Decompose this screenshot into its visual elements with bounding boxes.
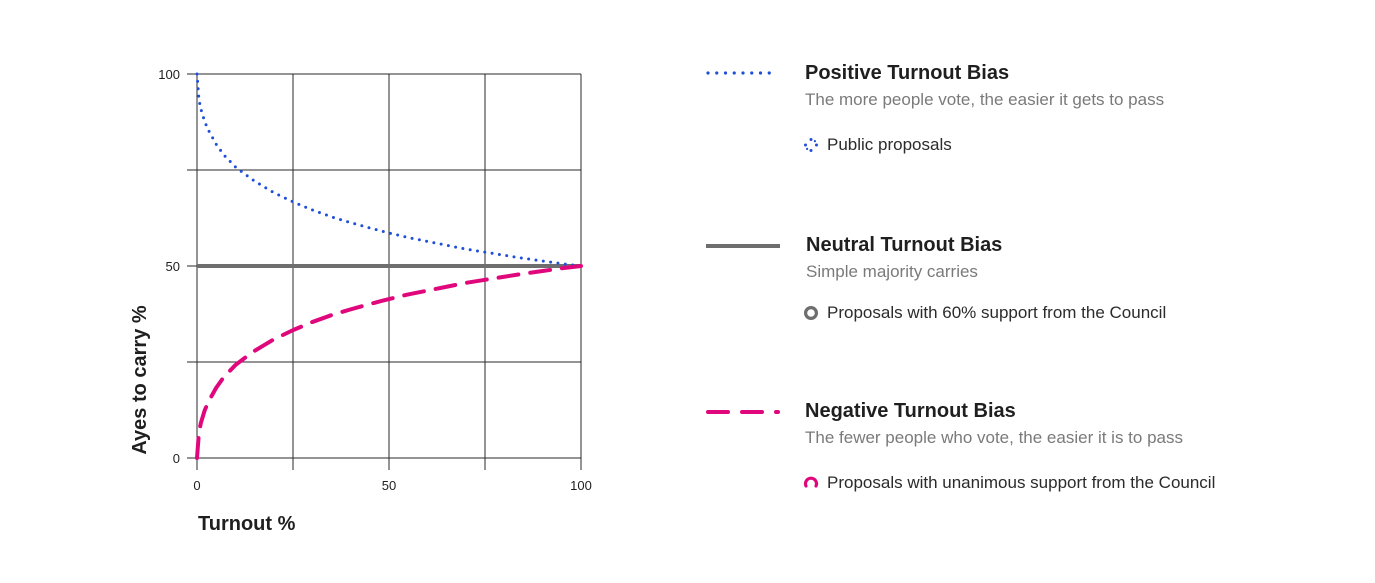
legend-example-text-negative: Proposals with unanimous support from th… bbox=[827, 473, 1216, 492]
dashed-line-icon bbox=[706, 410, 780, 414]
x-tick-label: 100 bbox=[570, 478, 592, 493]
y-tick-label: 50 bbox=[166, 259, 180, 274]
y-axis-title: Ayes to carry % bbox=[129, 305, 151, 455]
legend-example-negative: Proposals with unanimous support from th… bbox=[803, 472, 1215, 494]
series-line-dashed bbox=[195, 264, 583, 460]
solid-line-icon bbox=[706, 244, 780, 248]
gray-ring-icon bbox=[803, 305, 819, 321]
legend-description-negative: The fewer people who vote, the easier it… bbox=[805, 428, 1183, 447]
pink-arc-icon bbox=[803, 476, 819, 488]
x-tick-label: 0 bbox=[193, 478, 200, 493]
dotted-line-icon bbox=[706, 71, 780, 75]
legend-title-positive: Positive Turnout Bias bbox=[805, 62, 1010, 84]
turnout-bias-chart: 0 50 100 0 50 100 Turnout % Ayes to carry % bbox=[129, 67, 592, 535]
x-axis-title: Turnout % bbox=[198, 513, 296, 535]
legend-example-text-neutral: Proposals with 60% support from the Coun… bbox=[827, 303, 1167, 322]
y-tick-label: 100 bbox=[158, 67, 180, 82]
chart-grid bbox=[187, 73, 582, 470]
dotted-ring-icon bbox=[804, 138, 818, 152]
chart-ticks: 0 50 100 0 50 100 bbox=[158, 67, 592, 493]
x-tick-label: 50 bbox=[382, 478, 396, 493]
legend-example-text-positive: Public proposals bbox=[827, 135, 952, 154]
chart-series bbox=[195, 72, 583, 460]
legend-example-neutral: Proposals with 60% support from the Coun… bbox=[803, 302, 1166, 324]
legend-description-neutral: Simple majority carries bbox=[806, 262, 978, 281]
legend-example-positive: Public proposals bbox=[803, 134, 952, 156]
legend-title-negative: Negative Turnout Bias bbox=[805, 400, 1016, 422]
legend-title-neutral: Neutral Turnout Bias bbox=[806, 234, 1003, 256]
y-tick-label: 0 bbox=[173, 451, 180, 466]
legend-description-positive: The more people vote, the easier it gets… bbox=[805, 90, 1165, 109]
